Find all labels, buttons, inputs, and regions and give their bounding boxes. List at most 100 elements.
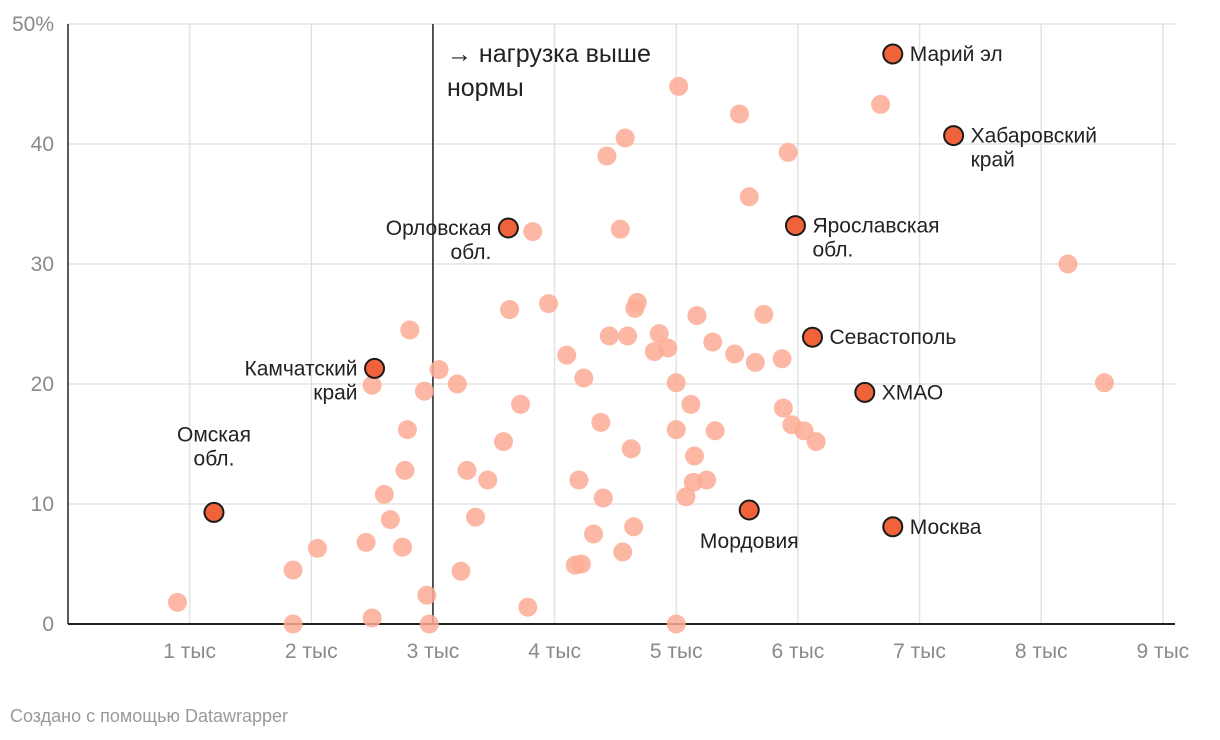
- data-point[interactable]: [591, 412, 611, 432]
- data-point[interactable]: [571, 554, 591, 574]
- data-point[interactable]: [451, 561, 471, 581]
- data-point[interactable]: [419, 614, 439, 634]
- data-point[interactable]: [687, 306, 707, 326]
- data-point[interactable]: [457, 460, 477, 480]
- data-point[interactable]: [557, 345, 577, 365]
- data-point[interactable]: [615, 128, 635, 148]
- data-point[interactable]: [794, 421, 814, 441]
- data-point[interactable]: [478, 470, 498, 490]
- point-labels: Омскаяобл.КамчатскийкрайОрловскаяобл.Мор…: [177, 43, 1097, 553]
- point-label: Севастополь: [829, 326, 956, 349]
- y-tick-label: 0: [42, 613, 54, 636]
- data-point[interactable]: [772, 349, 792, 369]
- data-point[interactable]: [283, 614, 303, 634]
- data-point[interactable]: [618, 326, 638, 346]
- data-point[interactable]: [669, 76, 689, 96]
- grid-lines: [68, 23, 1175, 624]
- data-point[interactable]: [466, 507, 486, 527]
- point-label: обл.: [812, 239, 853, 262]
- highlighted-point[interactable]: [784, 215, 806, 237]
- data-point[interactable]: [500, 300, 520, 320]
- data-point[interactable]: [729, 104, 749, 124]
- data-point[interactable]: [610, 219, 630, 239]
- data-point[interactable]: [676, 487, 696, 507]
- data-point[interactable]: [356, 532, 376, 552]
- data-point[interactable]: [725, 344, 745, 364]
- data-point[interactable]: [523, 222, 543, 242]
- datawrapper-credit[interactable]: Создано с помощью Datawrapper: [10, 706, 289, 726]
- highlighted-point[interactable]: [801, 326, 823, 348]
- data-point[interactable]: [597, 146, 617, 166]
- data-point[interactable]: [621, 439, 641, 459]
- data-point[interactable]: [624, 517, 644, 537]
- data-point[interactable]: [806, 432, 826, 452]
- data-point[interactable]: [283, 560, 303, 580]
- data-point[interactable]: [705, 421, 725, 441]
- data-point[interactable]: [613, 542, 633, 562]
- data-point[interactable]: [773, 398, 793, 418]
- data-point[interactable]: [429, 360, 449, 380]
- x-tick-label: 6 тыс: [772, 640, 825, 663]
- highlighted-points: [203, 43, 965, 538]
- highlighted-point[interactable]: [943, 125, 965, 147]
- data-point[interactable]: [745, 352, 765, 372]
- highlighted-point[interactable]: [497, 217, 519, 239]
- highlighted-point[interactable]: [738, 499, 760, 521]
- data-point[interactable]: [417, 585, 437, 605]
- highlighted-point[interactable]: [364, 357, 386, 379]
- data-point[interactable]: [393, 537, 413, 557]
- data-point[interactable]: [518, 597, 538, 617]
- data-point[interactable]: [539, 294, 559, 314]
- highlighted-point[interactable]: [882, 516, 904, 538]
- data-point[interactable]: [511, 394, 531, 414]
- highlighted-point[interactable]: [854, 381, 876, 403]
- data-point[interactable]: [599, 326, 619, 346]
- data-point[interactable]: [400, 320, 420, 340]
- data-point[interactable]: [681, 394, 701, 414]
- data-point[interactable]: [703, 332, 723, 352]
- data-point[interactable]: [414, 381, 434, 401]
- data-point[interactable]: [397, 420, 417, 440]
- data-point[interactable]: [569, 470, 589, 490]
- data-point[interactable]: [754, 304, 774, 324]
- data-point[interactable]: [494, 432, 514, 452]
- data-point[interactable]: [666, 614, 686, 634]
- highlighted-point[interactable]: [882, 43, 904, 65]
- data-point[interactable]: [374, 484, 394, 504]
- data-point[interactable]: [649, 324, 669, 344]
- point-label: ХМАО: [882, 381, 943, 404]
- data-point[interactable]: [593, 488, 613, 508]
- point-label: Хабаровский: [971, 125, 1097, 148]
- point-label: край: [971, 149, 1015, 172]
- data-point[interactable]: [584, 524, 604, 544]
- data-point[interactable]: [871, 94, 891, 114]
- data-point[interactable]: [574, 368, 594, 388]
- data-point[interactable]: [778, 142, 798, 162]
- data-point[interactable]: [307, 538, 327, 558]
- scatter-chart: → нагрузка выше нормы 0 10 20 30 40 50% 1 тыс 2 …: [12, 13, 1189, 663]
- data-point[interactable]: [447, 374, 467, 394]
- data-point[interactable]: [1058, 254, 1078, 274]
- data-point[interactable]: [362, 375, 382, 395]
- data-point[interactable]: [167, 592, 187, 612]
- data-point[interactable]: [684, 446, 704, 466]
- point-label: край: [313, 381, 357, 404]
- data-point[interactable]: [666, 373, 686, 393]
- reference-line-label: → нагрузка выше: [447, 40, 651, 68]
- data-point[interactable]: [627, 292, 647, 312]
- data-point[interactable]: [658, 338, 678, 358]
- data-point[interactable]: [380, 510, 400, 530]
- reference-line-label: нормы: [447, 74, 524, 102]
- x-tick-label: 3 тыс: [407, 640, 460, 663]
- point-label: Мордовия: [700, 530, 799, 553]
- data-point[interactable]: [362, 608, 382, 628]
- data-point[interactable]: [739, 187, 759, 207]
- x-tick-label: 9 тыс: [1136, 640, 1189, 663]
- data-point[interactable]: [1094, 373, 1114, 393]
- data-point[interactable]: [697, 470, 717, 490]
- data-point[interactable]: [395, 460, 415, 480]
- y-tick-label: 40: [31, 133, 54, 156]
- data-point[interactable]: [666, 420, 686, 440]
- point-label: Москва: [910, 516, 982, 539]
- highlighted-point[interactable]: [203, 501, 225, 523]
